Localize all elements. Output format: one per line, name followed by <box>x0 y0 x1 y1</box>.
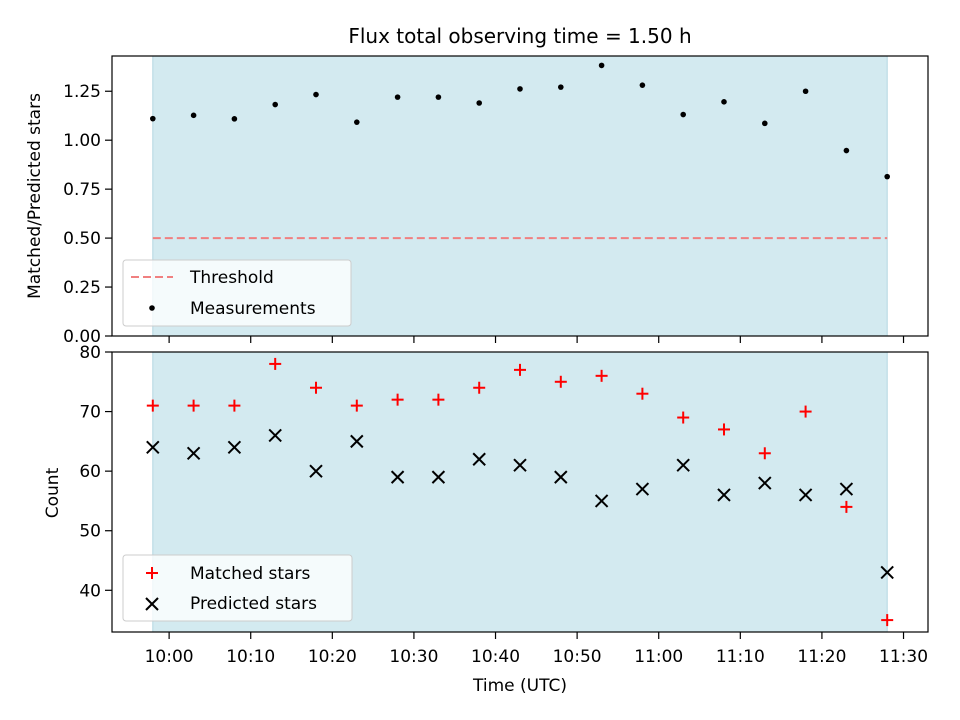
matched-star-marker <box>310 381 322 394</box>
predicted-star-marker <box>513 458 527 472</box>
top-axes-frame <box>111 55 929 337</box>
measurements-legend-label: Measurements <box>190 299 316 319</box>
measurement-point <box>762 120 768 127</box>
predicted-star-marker <box>390 470 405 484</box>
bottom-y-tick-label: 70 <box>79 403 101 423</box>
bottom-y-tick-label: 80 <box>79 343 101 363</box>
chart-title: Flux total observing time = 1.50 h <box>348 24 691 48</box>
measurements-legend-marker <box>149 305 155 311</box>
predicted-star-marker <box>431 470 446 484</box>
matched-star-marker <box>228 399 241 412</box>
matched-star-marker <box>677 411 690 424</box>
predicted-star-marker <box>635 482 650 496</box>
predicted-star-marker <box>227 440 242 455</box>
x-tick-label: 11:20 <box>797 647 846 667</box>
predicted-star-marker <box>309 464 323 478</box>
predicted-star-marker <box>554 470 568 484</box>
measurement-point <box>680 111 686 118</box>
bottom-panel: Count Time (UTC) Matched stars Predicted… <box>43 343 929 696</box>
measurement-point <box>639 82 646 88</box>
x-tick-label: 10:00 <box>145 647 194 667</box>
x-tick-label: 10:10 <box>226 647 275 667</box>
x-tick-label: 11:10 <box>716 647 765 667</box>
predicted-star-marker <box>880 565 894 580</box>
predicted-star-marker <box>472 452 486 466</box>
measurement-point <box>394 94 401 100</box>
matched-star-marker <box>350 399 363 412</box>
top-y-tick-label: 0.50 <box>63 229 101 249</box>
x-tick-label: 10:20 <box>308 647 357 667</box>
top-y-axis-label: Matched/Predicted stars <box>25 93 45 299</box>
bottom-legend: Matched stars Predicted stars <box>122 554 353 622</box>
predicted-star-marker <box>594 494 609 508</box>
top-y-tick-label: 0.75 <box>63 180 101 200</box>
matched-star-marker <box>473 381 486 394</box>
x-tick-label: 10:50 <box>553 647 602 667</box>
matched-star-marker <box>799 405 812 418</box>
bottom-y-tick-label: 50 <box>79 522 101 542</box>
predicted-legend-label: Predicted stars <box>190 594 317 614</box>
threshold-legend-label: Threshold <box>189 268 274 288</box>
measurement-point <box>354 119 360 125</box>
top-y-tick-label: 1.00 <box>63 131 101 151</box>
measurement-point <box>476 100 483 106</box>
matched-star-marker <box>881 614 894 627</box>
matched-star-marker <box>514 363 526 376</box>
matched-star-marker <box>718 423 730 436</box>
matched-star-marker <box>636 387 649 400</box>
measurement-point <box>802 88 809 95</box>
bottom-y-tick-label: 60 <box>79 462 101 482</box>
matched-star-marker <box>840 500 853 513</box>
measurement-point <box>884 173 890 180</box>
bottom-y-axis-label: Count <box>43 467 63 518</box>
predicted-legend-marker <box>145 597 159 611</box>
predicted-star-marker <box>758 476 772 490</box>
matched-star-marker <box>758 447 771 460</box>
measurement-point <box>190 112 197 119</box>
measurement-point <box>435 94 442 100</box>
predicted-star-marker <box>186 446 201 460</box>
matched-legend-label: Matched stars <box>190 564 310 584</box>
predicted-star-marker <box>146 440 160 455</box>
x-tick-label: 10:40 <box>471 647 520 667</box>
top-panel: Matched/Predicted stars Threshold Measur… <box>25 55 929 347</box>
predicted-star-marker <box>798 488 813 502</box>
measurement-point <box>517 86 523 92</box>
matched-legend-marker <box>146 567 158 579</box>
measurement-point <box>231 116 238 122</box>
measurement-point <box>721 99 727 105</box>
matched-star-marker <box>391 393 404 406</box>
predicted-star-marker <box>268 428 282 443</box>
predicted-star-marker <box>350 434 364 449</box>
bottom-y-tick-label: 40 <box>79 581 101 601</box>
top-y-tick-label: 0.00 <box>63 327 101 347</box>
top-y-tick-label: 0.25 <box>63 278 101 298</box>
x-tick-label: 11:00 <box>634 647 683 667</box>
matched-star-marker <box>269 357 282 370</box>
x-axis-label: Time (UTC) <box>472 676 567 696</box>
measurement-point <box>558 84 564 90</box>
x-tick-label: 11:30 <box>879 647 928 667</box>
x-tick-label: 10:30 <box>389 647 438 667</box>
top-legend: Threshold Measurements <box>122 259 352 327</box>
matched-star-marker <box>187 399 200 412</box>
matched-star-marker <box>595 369 608 382</box>
matched-star-marker <box>432 393 445 406</box>
matched-star-marker <box>554 375 567 388</box>
predicted-star-marker <box>676 458 690 472</box>
bottom-axes-frame <box>111 351 929 633</box>
measurement-point <box>272 101 279 108</box>
measurement-point <box>598 62 605 69</box>
matched-star-marker <box>146 399 159 412</box>
predicted-star-marker <box>717 488 731 502</box>
top-y-tick-label: 1.25 <box>63 82 101 102</box>
measurement-point <box>843 147 850 154</box>
measurement-point <box>313 91 319 98</box>
measurement-point <box>150 115 156 122</box>
predicted-star-marker <box>839 482 854 496</box>
